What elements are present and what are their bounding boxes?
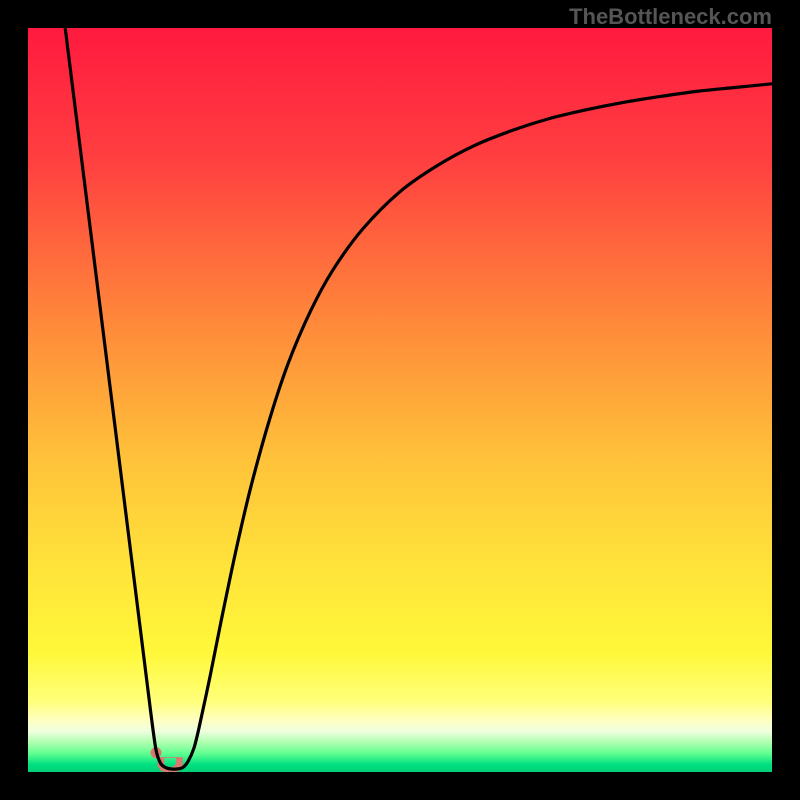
watermark-text: TheBottleneck.com — [569, 4, 772, 30]
plot-svg — [28, 28, 772, 772]
plot-area — [28, 28, 772, 772]
chart-root: TheBottleneck.com — [0, 0, 800, 800]
gradient-background — [28, 28, 772, 772]
